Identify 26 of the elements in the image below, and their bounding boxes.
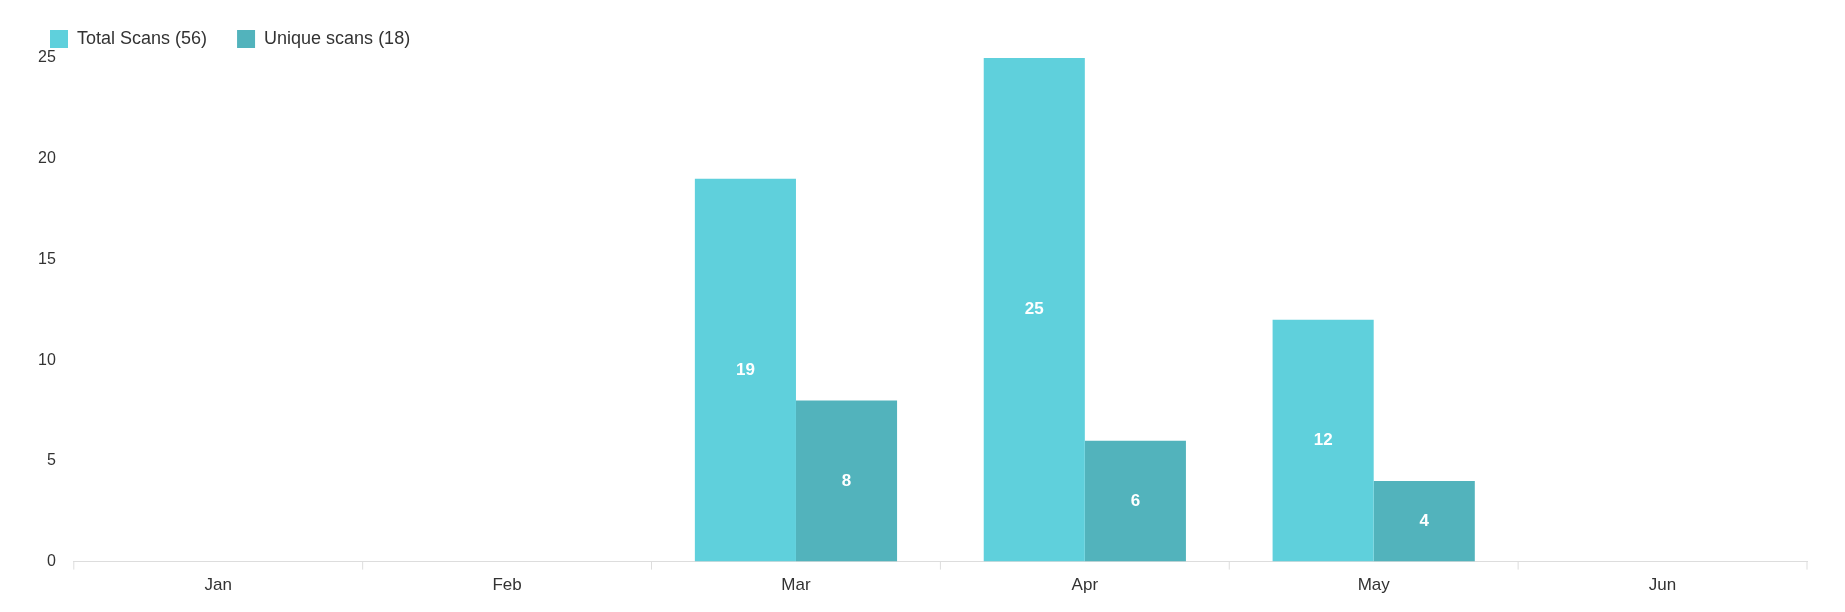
x-tick-label: Apr: [1071, 575, 1099, 595]
y-tick-label: 15: [38, 249, 56, 267]
y-tick-label: 10: [38, 350, 56, 368]
bar: [1373, 481, 1475, 562]
data-label: 19: [735, 359, 755, 379]
bar: [983, 58, 1085, 562]
y-tick-label: 20: [38, 149, 56, 167]
x-tick-label: Jan: [204, 575, 232, 595]
y-tick-label: 25: [38, 48, 56, 66]
y-tick-label: 0: [46, 552, 56, 570]
legend-label: Unique scans (18): [264, 27, 411, 48]
bar: [795, 400, 898, 562]
data-label: 4: [1419, 511, 1430, 530]
x-tick-label: Mar: [781, 575, 811, 595]
bar: [1272, 319, 1374, 562]
x-tick-label: May: [1357, 575, 1391, 595]
bar: [694, 178, 796, 562]
x-tick-label: Feb: [492, 575, 522, 595]
data-label: 8: [841, 470, 852, 490]
data-label: 25: [1024, 299, 1044, 319]
data-label: 6: [1130, 490, 1141, 510]
bar: [1084, 440, 1186, 562]
y-tick-label: 5: [46, 451, 56, 469]
legend-label: Total Scans (56): [77, 27, 208, 48]
x-tick-label: Jun: [1648, 575, 1677, 595]
data-label: 12: [1313, 430, 1333, 450]
